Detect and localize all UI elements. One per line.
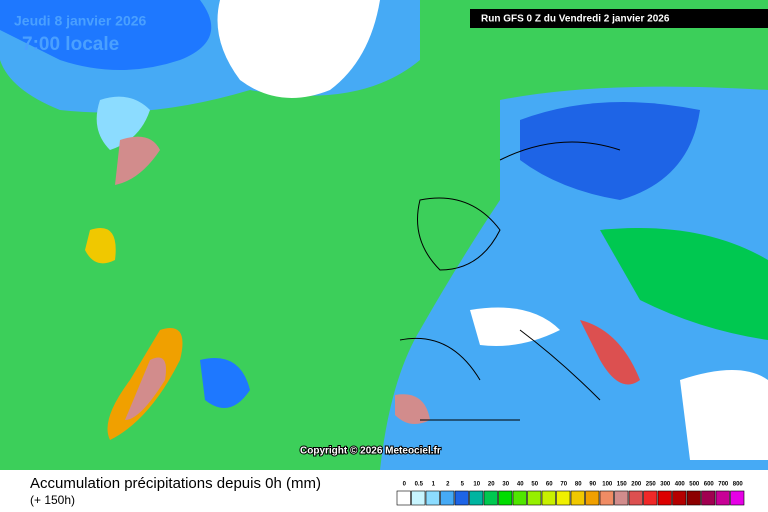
legend-swatch xyxy=(469,490,484,506)
legend-label: 2 xyxy=(446,482,450,488)
legend-swatch xyxy=(512,490,527,506)
legend-swatch xyxy=(585,490,600,506)
legend-label: 150 xyxy=(617,482,628,488)
legend-label: 80 xyxy=(575,482,582,488)
legend-label: 30 xyxy=(502,482,509,488)
legend-swatch xyxy=(599,490,614,506)
legend-swatch xyxy=(701,490,716,506)
legend-label: 40 xyxy=(517,482,524,488)
legend-swatch xyxy=(715,490,730,506)
legend-label: 0.5 xyxy=(415,482,424,488)
legend-swatch xyxy=(628,490,643,506)
legend-label: 20 xyxy=(488,482,495,488)
legend-swatch xyxy=(570,490,585,506)
legend-label: 90 xyxy=(589,482,596,488)
legend-swatch xyxy=(643,490,658,506)
run-box xyxy=(470,9,768,28)
legend-swatch xyxy=(730,490,745,506)
map-time: 7:00 locale xyxy=(22,34,119,55)
legend-label: 50 xyxy=(531,482,538,488)
legend-swatch xyxy=(614,490,629,506)
legend-swatch xyxy=(425,490,440,506)
legend-swatch xyxy=(657,490,672,506)
copyright: Copyright © 2026 Meteociel.fr xyxy=(300,446,441,457)
map xyxy=(0,0,768,471)
legend-label: 100 xyxy=(602,482,613,488)
legend-label: 0 xyxy=(403,482,407,488)
legend-label: 200 xyxy=(631,482,642,488)
legend-label: 700 xyxy=(718,482,729,488)
legend-swatch xyxy=(541,490,556,506)
legend-swatch xyxy=(411,490,426,506)
legend-label: 70 xyxy=(560,482,567,488)
legend-swatch xyxy=(454,490,469,506)
footer-title: Accumulation précipitations depuis 0h (m… xyxy=(30,475,321,492)
legend-label: 1 xyxy=(432,482,436,488)
legend-label: 10 xyxy=(473,482,480,488)
legend-swatch xyxy=(498,490,513,506)
legend-swatch xyxy=(483,490,498,506)
legend-swatch xyxy=(556,490,571,506)
map-date: Jeudi 8 janvier 2026 xyxy=(14,13,147,29)
legend-label: 300 xyxy=(660,482,671,488)
legend-swatch xyxy=(527,490,542,506)
legend-swatch xyxy=(672,490,687,506)
legend-label: 250 xyxy=(646,482,657,488)
legend-label: 5 xyxy=(461,482,465,488)
footer-lead: (+ 150h) xyxy=(30,493,75,507)
legend-label: 600 xyxy=(704,482,715,488)
legend-label: 500 xyxy=(689,482,700,488)
legend-label: 400 xyxy=(675,482,686,488)
legend: 0 0.5 1 2 5 10 20 30 40 50 60 70 80 90 100 150 200 250 300… xyxy=(396,482,745,506)
legend-label: 60 xyxy=(546,482,553,488)
legend-label: 800 xyxy=(733,482,744,488)
run-info: Run GFS 0 Z du Vendredi 2 janvier 2026 xyxy=(481,14,670,25)
legend-swatch xyxy=(440,490,455,506)
legend-swatch xyxy=(396,490,411,506)
legend-swatch xyxy=(686,490,701,506)
